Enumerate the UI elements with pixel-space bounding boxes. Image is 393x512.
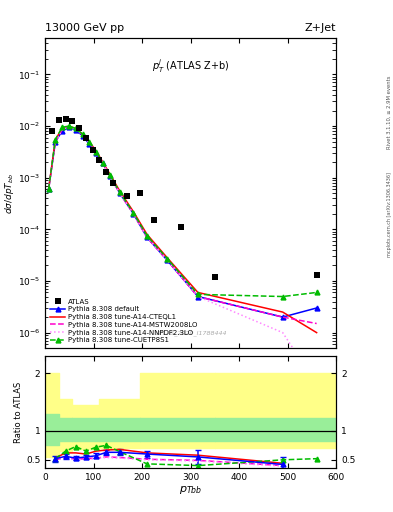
Point xyxy=(178,223,184,231)
Point xyxy=(314,271,320,279)
Text: 13000 GeV pp: 13000 GeV pp xyxy=(45,23,124,33)
Text: Rivet 3.1.10, ≥ 2.9M events: Rivet 3.1.10, ≥ 2.9M events xyxy=(387,76,392,150)
Point xyxy=(69,117,75,125)
Point xyxy=(110,179,116,187)
Text: mcplots.cern.ch [arXiv:1306.3436]: mcplots.cern.ch [arXiv:1306.3436] xyxy=(387,173,392,258)
Point xyxy=(49,127,55,135)
Point xyxy=(90,145,96,154)
Text: Z+Jet: Z+Jet xyxy=(305,23,336,33)
Y-axis label: $d\sigma/dpT_{bb}$: $d\sigma/dpT_{bb}$ xyxy=(4,173,17,214)
Point xyxy=(123,191,130,200)
Point xyxy=(212,273,218,281)
Point xyxy=(76,124,82,133)
Text: $p_T^j$ (ATLAS Z+b): $p_T^j$ (ATLAS Z+b) xyxy=(152,57,230,75)
Point xyxy=(62,115,69,123)
Point xyxy=(83,134,89,142)
Point xyxy=(137,189,143,198)
Y-axis label: Ratio to ATLAS: Ratio to ATLAS xyxy=(14,381,23,443)
Text: ATLAS_2020_I1788444: ATLAS_2020_I1788444 xyxy=(155,330,226,336)
Legend: ATLAS, Pythia 8.308 default, Pythia 8.308 tune-A14-CTEQL1, Pythia 8.308 tune-A14: ATLAS, Pythia 8.308 default, Pythia 8.30… xyxy=(49,297,199,345)
Point xyxy=(151,216,157,224)
Point xyxy=(96,156,103,164)
Point xyxy=(103,168,109,176)
Point xyxy=(56,116,62,124)
X-axis label: $p_{Tbb}$: $p_{Tbb}$ xyxy=(179,484,202,496)
